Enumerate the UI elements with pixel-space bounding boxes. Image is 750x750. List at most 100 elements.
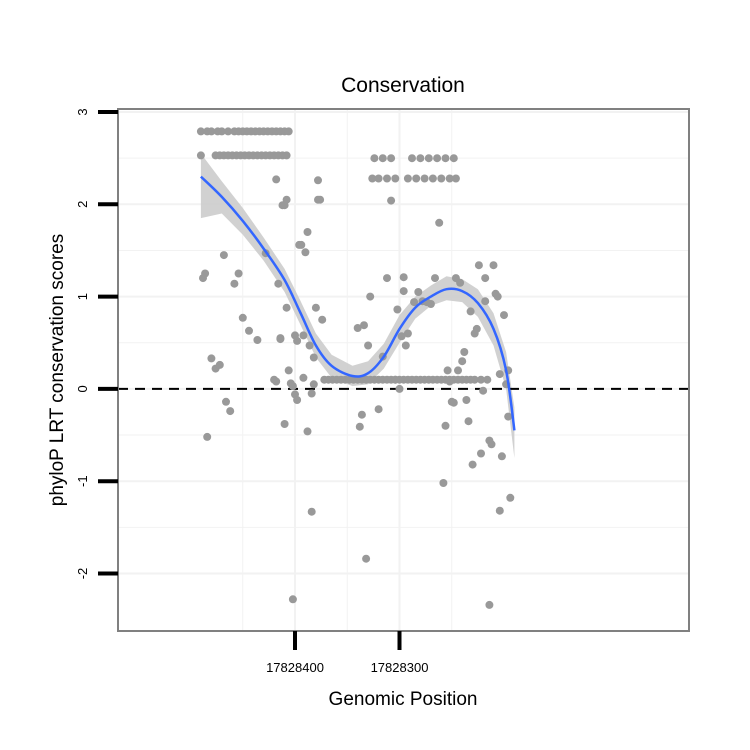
data-point — [456, 278, 465, 287]
data-point — [374, 174, 383, 183]
data-point — [437, 174, 446, 183]
panel-border — [117, 108, 690, 632]
data-point — [307, 507, 316, 516]
data-point — [301, 248, 310, 257]
y-tick-label: 0 — [75, 385, 90, 392]
data-point — [470, 375, 479, 384]
x-tick-label: 17828400 — [266, 660, 324, 675]
data-point — [207, 354, 216, 363]
data-point — [474, 261, 483, 270]
data-point — [234, 269, 243, 278]
data-point — [426, 300, 435, 308]
data-point — [353, 324, 362, 332]
data-point — [387, 196, 396, 205]
data-point — [282, 195, 291, 204]
data-point — [403, 174, 412, 183]
data-point — [462, 396, 471, 404]
data-point — [309, 380, 318, 389]
data-point — [355, 422, 364, 431]
data-point — [288, 382, 297, 391]
data-point — [276, 334, 285, 343]
data-point — [433, 154, 442, 163]
data-point — [468, 460, 477, 469]
x-axis-label: Genomic Position — [329, 689, 478, 710]
data-point — [395, 384, 404, 393]
data-point — [387, 154, 396, 163]
data-point — [378, 154, 387, 163]
data-point — [493, 292, 502, 301]
data-point — [316, 195, 325, 204]
data-points-layer — [196, 127, 515, 609]
data-point — [445, 174, 454, 183]
data-point — [274, 279, 283, 288]
data-point — [366, 292, 375, 301]
y-tick-label: 1 — [75, 293, 90, 300]
data-point — [495, 370, 504, 379]
data-point — [445, 377, 454, 386]
data-point — [483, 375, 492, 384]
data-point — [479, 386, 488, 395]
data-point — [217, 127, 226, 136]
data-point — [272, 175, 281, 184]
data-point — [477, 375, 485, 384]
data-point — [230, 279, 239, 288]
data-point — [215, 360, 224, 369]
data-point — [500, 311, 508, 320]
data-point — [466, 307, 475, 316]
data-point — [222, 397, 230, 406]
data-point — [441, 154, 450, 163]
data-point — [410, 298, 419, 307]
data-point — [435, 218, 444, 227]
data-point — [362, 554, 371, 563]
data-point — [412, 174, 421, 183]
plot-panel — [117, 108, 690, 632]
data-point — [307, 389, 316, 398]
smooth-curve-layer — [200, 175, 516, 431]
data-point — [443, 366, 452, 375]
data-point — [397, 332, 406, 341]
data-point — [293, 396, 302, 404]
data-point — [305, 341, 314, 350]
data-point — [451, 174, 460, 183]
data-point — [272, 377, 281, 386]
x-axis: 17828400 17828300 — [266, 631, 428, 675]
y-tick-label: 2 — [75, 201, 90, 208]
y-axis-label: phyloP LRT conservation scores — [47, 234, 68, 507]
data-point — [207, 127, 216, 136]
data-point — [481, 274, 490, 283]
data-point — [383, 174, 391, 183]
data-point — [414, 288, 423, 296]
data-point — [383, 274, 391, 283]
data-point — [299, 331, 308, 340]
data-point — [489, 261, 498, 270]
data-point — [282, 151, 291, 160]
data-point — [288, 595, 297, 604]
data-point — [253, 336, 262, 344]
data-point — [196, 151, 205, 160]
data-point — [485, 600, 494, 609]
data-point — [449, 398, 458, 407]
data-point — [458, 357, 467, 366]
y-axis: 3 2 1 0 -1 -2 — [75, 108, 118, 579]
data-point — [428, 174, 437, 183]
smooth-curve — [200, 175, 516, 431]
data-point — [219, 251, 228, 260]
data-point — [245, 326, 253, 335]
data-point — [364, 341, 373, 350]
data-point — [311, 303, 320, 312]
data-point — [399, 273, 408, 282]
data-point — [303, 228, 312, 236]
data-point — [238, 313, 247, 322]
data-point — [477, 449, 485, 458]
data-point — [284, 366, 293, 375]
data-point — [357, 410, 366, 419]
data-point — [303, 427, 312, 436]
data-point — [226, 407, 235, 416]
chart-title: Conservation — [341, 74, 465, 97]
data-point — [203, 432, 212, 441]
data-point — [424, 154, 433, 163]
data-point — [497, 452, 506, 461]
y-tick-label: 3 — [75, 108, 90, 115]
data-point — [391, 375, 400, 384]
